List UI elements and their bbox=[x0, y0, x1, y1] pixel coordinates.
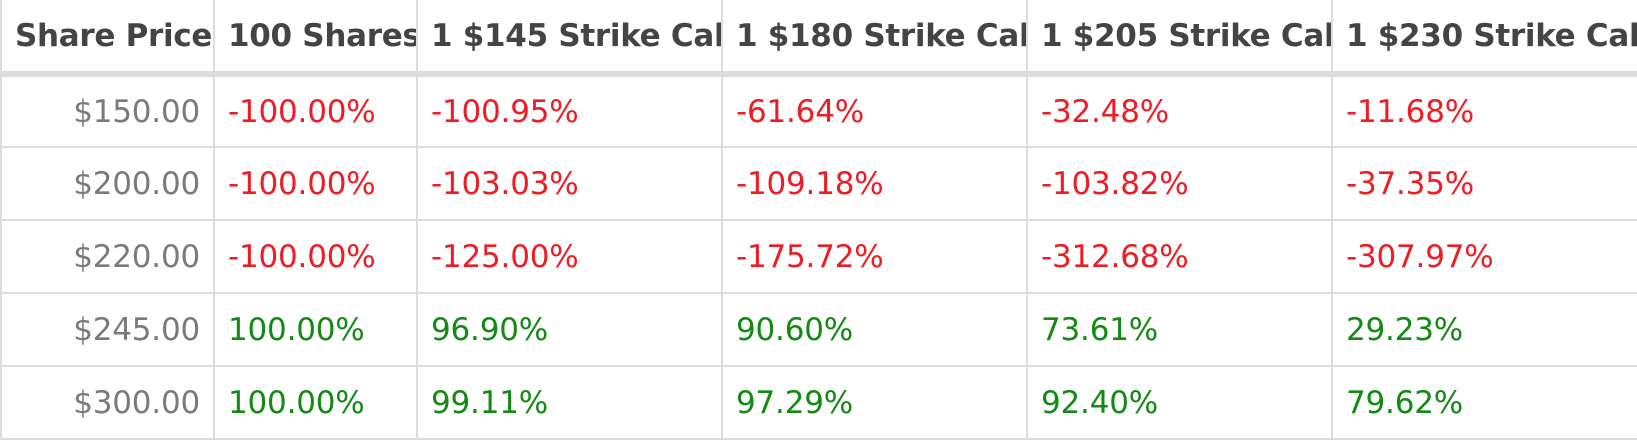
return-cell: 90.60% bbox=[721, 292, 1028, 366]
return-cell: -175.72% bbox=[721, 219, 1028, 293]
header-180-strike-call: 1 $180 Strike Call bbox=[721, 0, 1028, 77]
return-cell: -103.03% bbox=[416, 146, 723, 220]
table-row: $245.00 100.00% 96.90% 90.60% 73.61% 29.… bbox=[0, 292, 1637, 366]
return-cell: -100.00% bbox=[213, 219, 418, 293]
return-cell: 99.11% bbox=[416, 365, 723, 439]
table-row: $300.00 100.00% 99.11% 97.29% 92.40% 79.… bbox=[0, 365, 1637, 439]
table-row: $150.00 -100.00% -100.95% -61.64% -32.48… bbox=[0, 73, 1637, 147]
return-cell: 29.23% bbox=[1331, 292, 1637, 366]
return-cell: -109.18% bbox=[721, 146, 1028, 220]
header-row: Share Price 100 Shares 1 $145 Strike Cal… bbox=[0, 0, 1637, 77]
return-cell: 92.40% bbox=[1026, 365, 1333, 439]
return-cell: -100.00% bbox=[213, 146, 418, 220]
return-cell: 100.00% bbox=[213, 365, 418, 439]
header-100-shares: 100 Shares bbox=[213, 0, 418, 77]
share-price-cell: $300.00 bbox=[0, 365, 215, 439]
return-cell: 97.29% bbox=[721, 365, 1028, 439]
return-cell: -100.00% bbox=[213, 73, 418, 147]
return-cell: 100.00% bbox=[213, 292, 418, 366]
return-cell: 79.62% bbox=[1331, 365, 1637, 439]
return-cell: -32.48% bbox=[1026, 73, 1333, 147]
table-row: $220.00 -100.00% -125.00% -175.72% -312.… bbox=[0, 219, 1637, 293]
share-price-cell: $150.00 bbox=[0, 73, 215, 147]
share-price-cell: $200.00 bbox=[0, 146, 215, 220]
return-cell: -11.68% bbox=[1331, 73, 1637, 147]
share-price-cell: $220.00 bbox=[0, 219, 215, 293]
return-cell: -61.64% bbox=[721, 73, 1028, 147]
return-cell: -312.68% bbox=[1026, 219, 1333, 293]
return-cell: 73.61% bbox=[1026, 292, 1333, 366]
return-cell: -307.97% bbox=[1331, 219, 1637, 293]
return-cell: -103.82% bbox=[1026, 146, 1333, 220]
return-cell: 96.90% bbox=[416, 292, 723, 366]
return-cell: -100.95% bbox=[416, 73, 723, 147]
header-230-strike-call: 1 $230 Strike Call bbox=[1331, 0, 1637, 77]
header-share-price: Share Price bbox=[0, 0, 215, 77]
header-205-strike-call: 1 $205 Strike Call bbox=[1026, 0, 1333, 77]
header-145-strike-call: 1 $145 Strike Call bbox=[416, 0, 723, 77]
return-cell: -37.35% bbox=[1331, 146, 1637, 220]
share-price-cell: $245.00 bbox=[0, 292, 215, 366]
table-row: $200.00 -100.00% -103.03% -109.18% -103.… bbox=[0, 146, 1637, 220]
return-cell: -125.00% bbox=[416, 219, 723, 293]
